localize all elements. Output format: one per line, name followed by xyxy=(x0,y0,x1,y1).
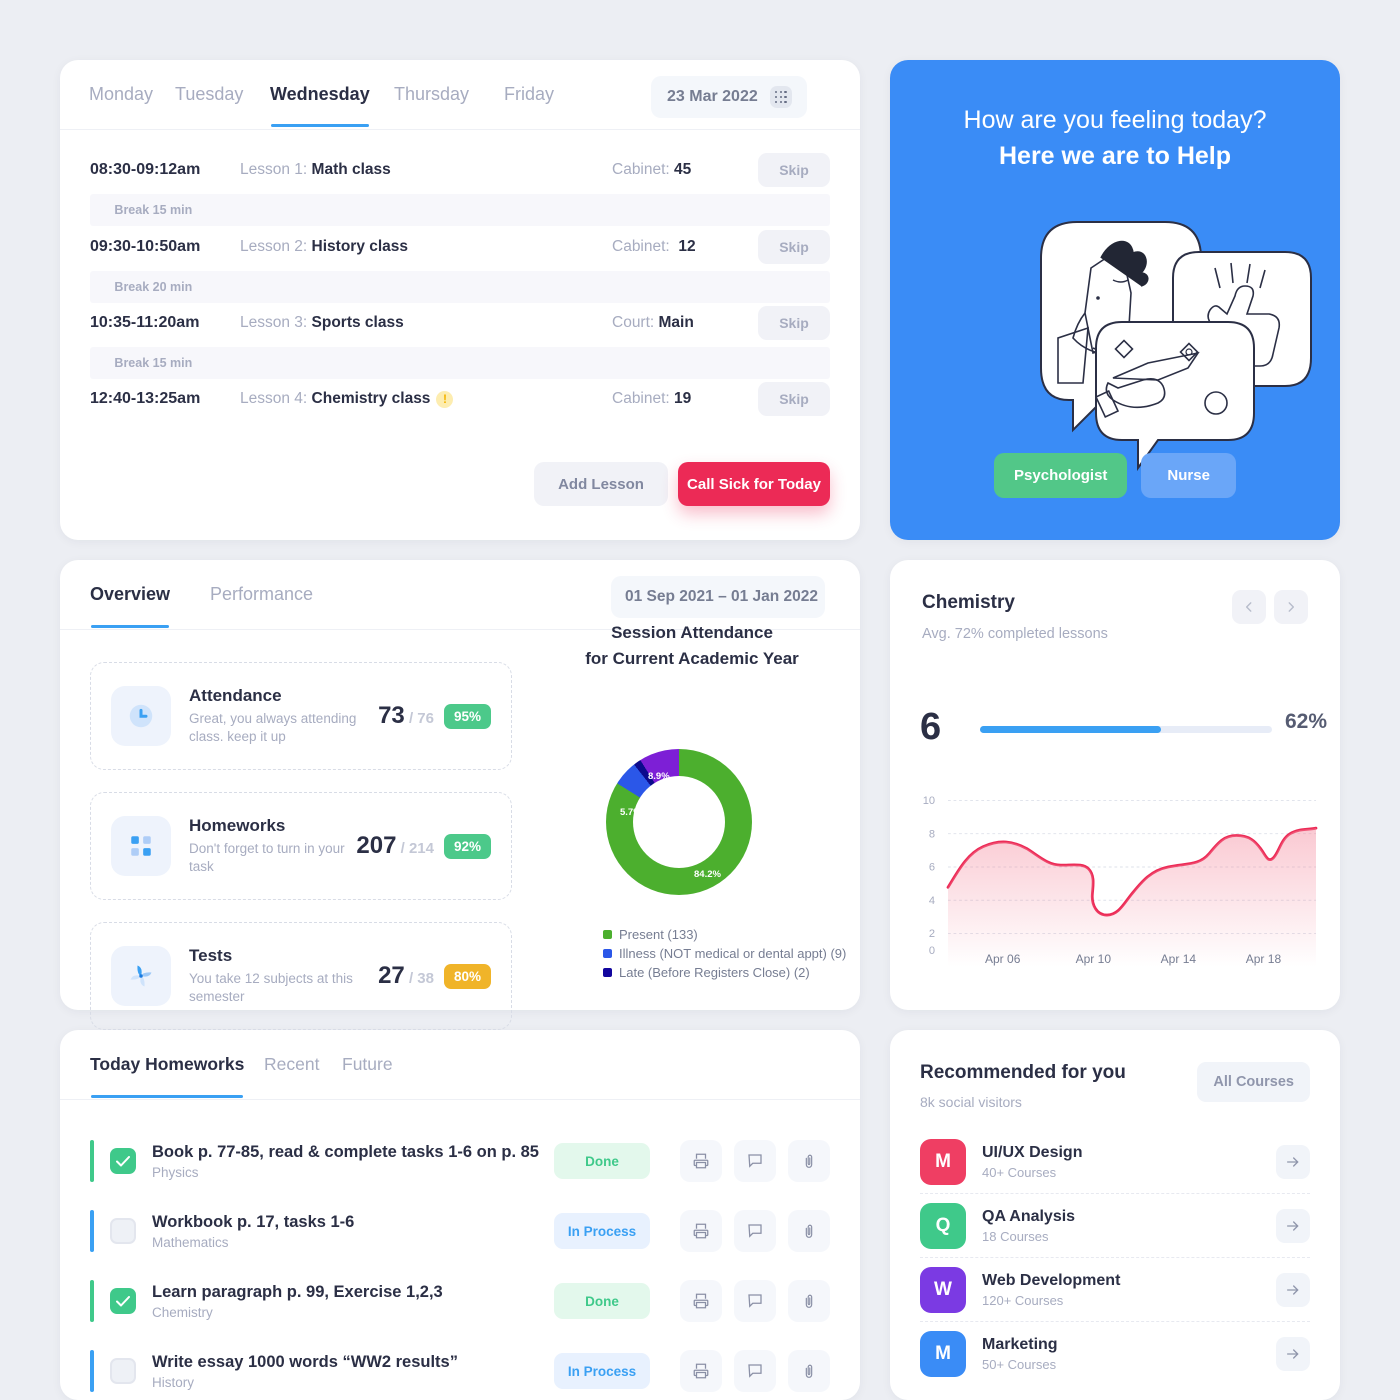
svg-text:2: 2 xyxy=(929,928,935,940)
svg-text:10: 10 xyxy=(923,795,935,807)
svg-text:0: 0 xyxy=(929,945,935,957)
svg-text:6: 6 xyxy=(929,862,935,874)
svg-text:Apr 18: Apr 18 xyxy=(1246,952,1282,966)
svg-text:4: 4 xyxy=(929,895,935,907)
svg-text:Apr 06: Apr 06 xyxy=(985,952,1021,966)
svg-text:Apr 10: Apr 10 xyxy=(1076,952,1112,966)
svg-text:Apr 14: Apr 14 xyxy=(1161,952,1197,966)
svg-text:8: 8 xyxy=(929,828,935,840)
